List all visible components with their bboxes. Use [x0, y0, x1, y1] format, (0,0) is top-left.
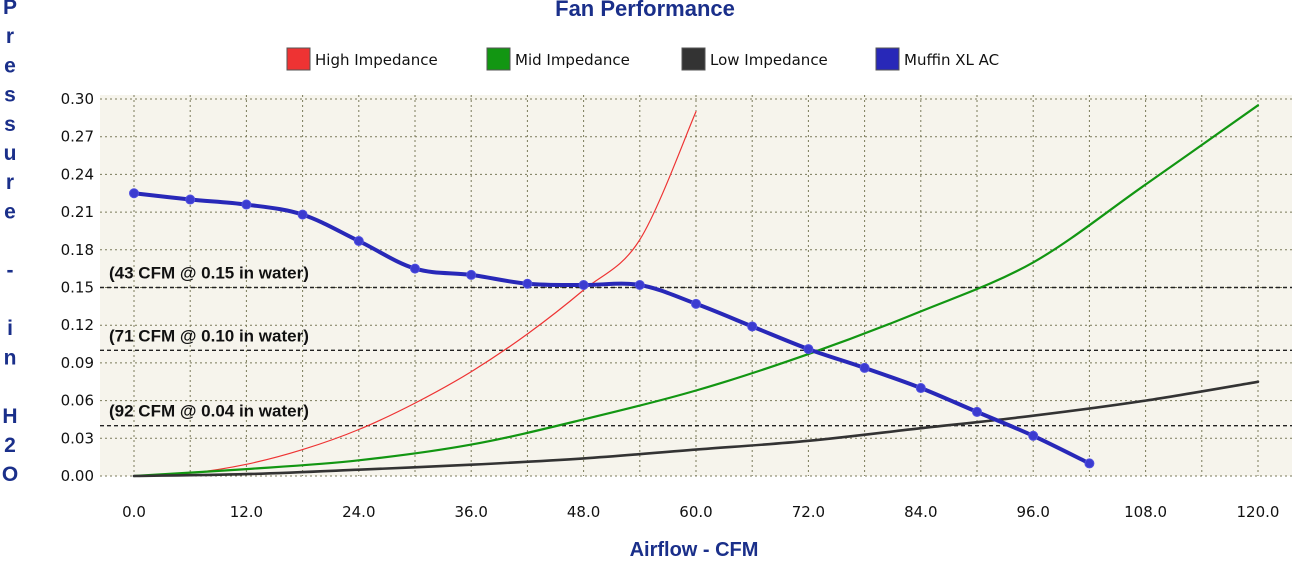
data-point	[129, 188, 139, 199]
y-axis-label-letter: s	[4, 113, 16, 136]
reference-lines: (43 CFM @ 0.15 in water) (71 CFM @ 0.10 i…	[100, 264, 1292, 427]
y-axis-label-letter: 2	[4, 434, 16, 457]
y-tick-label: 0.12	[61, 316, 94, 334]
x-axis-title: Airflow - CFM	[630, 539, 759, 561]
y-axis-label-letter: i	[7, 317, 13, 340]
series-group	[129, 104, 1260, 478]
y-axis-label-letter: r	[6, 171, 14, 194]
data-point	[241, 199, 252, 210]
data-point	[915, 383, 926, 394]
legend-label: Low Impedance	[710, 51, 828, 69]
legend-label: Mid Impedance	[515, 51, 630, 69]
x-tick-label: 0.0	[122, 503, 146, 521]
y-tick-labels: 0.00 0.03 0.06 0.09 0.12 0.15 0.18 0.21 0.24 0.27…	[61, 90, 94, 485]
data-point	[522, 278, 533, 289]
y-axis-label-letter: H	[2, 405, 17, 428]
y-tick-label: 0.06	[61, 392, 94, 410]
reference-line-label: (43 CFM @ 0.15 in water)	[109, 264, 309, 283]
data-point	[634, 279, 645, 290]
reference-line-label: (71 CFM @ 0.10 in water)	[109, 326, 309, 345]
y-axis-label-letter: u	[4, 142, 17, 165]
legend-swatch	[875, 47, 900, 71]
data-point	[578, 279, 589, 290]
legend-swatch	[286, 47, 311, 71]
x-tick-label: 12.0	[230, 503, 263, 521]
data-point	[466, 269, 477, 280]
data-point	[747, 321, 758, 332]
y-tick-label: 0.00	[61, 467, 94, 485]
y-axis-label-letter: e	[4, 200, 16, 223]
legend: High Impedance Mid Impedance Low Impedance…	[286, 47, 999, 71]
y-axis-label-letter: r	[6, 25, 14, 48]
y-tick-label: 0.09	[61, 354, 94, 372]
data-point	[1028, 430, 1039, 441]
y-axis-label-letter: -	[7, 259, 14, 282]
data-point	[803, 344, 814, 355]
x-tick-label: 72.0	[792, 503, 825, 521]
x-tick-label: 60.0	[679, 503, 712, 521]
series-line-low-impedance	[132, 380, 1260, 478]
chart-title: Fan Performance	[555, 0, 735, 21]
legend-swatch	[681, 47, 706, 71]
x-tick-label: 48.0	[567, 503, 600, 521]
x-tick-labels: 0.0 12.0 24.0 36.0 48.0 60.0 72.0 84.0 96.0 108.0…	[122, 503, 1279, 521]
x-tick-label: 24.0	[342, 503, 375, 521]
y-axis-label-letter: e	[4, 54, 16, 77]
series-line-high-impedance	[133, 111, 697, 477]
x-tick-label: 108.0	[1124, 503, 1167, 521]
legend-label: Muffin XL AC	[904, 51, 999, 69]
x-tick-label: 84.0	[904, 503, 937, 521]
reference-line-label: (92 CFM @ 0.04 in water)	[109, 402, 309, 421]
y-tick-label: 0.30	[61, 90, 94, 108]
series-line-mid-impedance	[132, 104, 1260, 478]
y-tick-label: 0.18	[61, 241, 94, 259]
data-point	[410, 263, 420, 274]
y-axis-label-letter: P	[3, 0, 17, 19]
legend-label: High Impedance	[315, 51, 438, 69]
y-tick-label: 0.27	[61, 128, 94, 146]
y-tick-label: 0.21	[61, 203, 94, 221]
y-tick-label: 0.24	[61, 165, 94, 183]
y-tick-label: 0.15	[61, 279, 94, 297]
y-axis-label-letter: n	[4, 346, 17, 369]
x-tick-label: 96.0	[1016, 503, 1049, 521]
data-point	[185, 194, 196, 205]
x-tick-label: 36.0	[454, 503, 487, 521]
data-point	[353, 236, 364, 247]
y-axis-label-letter: O	[2, 463, 18, 486]
data-point	[972, 406, 982, 417]
data-point	[859, 362, 870, 373]
y-axis-label-letter: s	[4, 84, 16, 107]
data-point	[1084, 458, 1095, 469]
data-point	[297, 209, 308, 220]
y-tick-label: 0.03	[61, 429, 94, 447]
legend-swatch	[486, 47, 511, 71]
x-tick-label: 120.0	[1237, 503, 1280, 521]
data-point	[691, 298, 701, 309]
